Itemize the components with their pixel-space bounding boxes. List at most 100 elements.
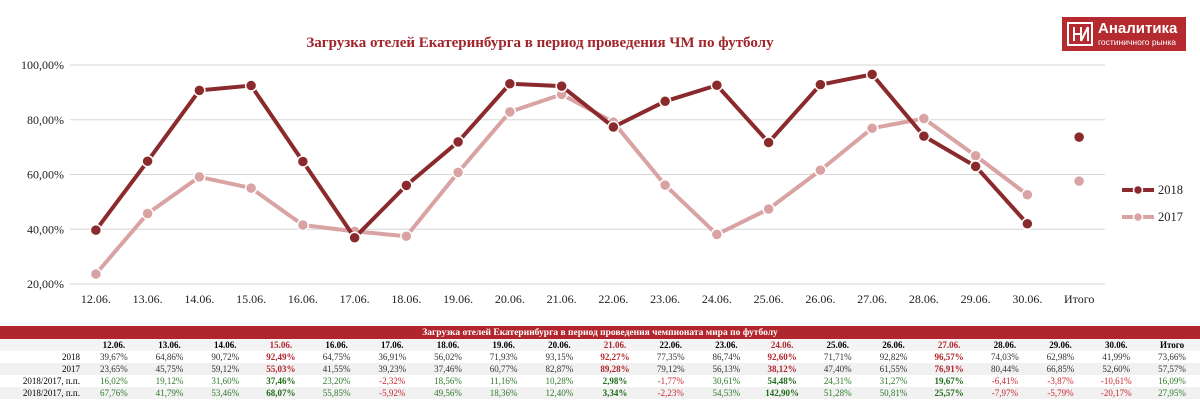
x-tick-label: 20.06.: [495, 292, 525, 306]
table-cell: 18,56%: [420, 375, 476, 387]
table-cell: -3,87%: [1032, 375, 1089, 387]
table-cell: 2,98%: [587, 375, 643, 387]
table-cell: -2,32%: [364, 375, 421, 387]
data-point-2017: [451, 166, 465, 179]
y-tick-label: 20,00%: [27, 277, 64, 291]
data-point-2017: [917, 112, 931, 125]
table-cell: 53,46%: [197, 387, 254, 399]
table-header-cell: 24.06.: [770, 340, 794, 350]
table-row-label: 2017: [0, 363, 86, 375]
table-cell: 24,31%: [809, 375, 866, 387]
data-point-2017: [969, 149, 982, 162]
data-point-2018: [400, 179, 413, 192]
table-cell: 37,46%: [420, 363, 476, 375]
table-header-cell: 15.06.: [269, 340, 293, 350]
table-cell: 37,46%: [253, 375, 309, 387]
data-point-2018: [917, 129, 931, 143]
table-header-cell: 28.06.: [993, 340, 1017, 350]
table-cell: -5,79%: [1032, 387, 1089, 399]
x-tick-label: 15.06.: [236, 292, 266, 306]
x-tick-label: 17.06.: [340, 292, 370, 306]
table-cell: 80,44%: [977, 363, 1033, 375]
table-cell: 79,12%: [642, 363, 699, 375]
table-row: 2017 23,65% 45,75% 59,12% 55,03% 41,55% 39,23%…: [0, 363, 1200, 375]
x-tick-label: 14.06.: [184, 292, 214, 306]
table-header-row: 12.06. 13.06. 14.06. 15.06. 16.06. 17.06. 18.0…: [0, 339, 1200, 351]
table-cell: 92,49%: [253, 351, 309, 363]
table-header-cell: 21.06.: [603, 340, 627, 350]
x-tick-label: 30.06.: [1012, 292, 1042, 306]
table-cell: -20,17%: [1088, 387, 1145, 399]
series-line-2017: [94, 92, 1029, 276]
table-cell: 92,60%: [754, 351, 810, 363]
data-point-2017: [141, 207, 154, 220]
table-header-cell: 12.06.: [102, 340, 126, 350]
table-cell: 16,09%: [1144, 375, 1200, 387]
logo-name: Аналитика: [1098, 20, 1178, 38]
table-header-cell: 27.06.: [937, 340, 961, 350]
data-point-2017: [296, 218, 310, 232]
data-point-2018: [296, 155, 310, 168]
table-cell: 64,75%: [308, 351, 365, 363]
table-header-cell: 20.06.: [548, 340, 571, 350]
table-cell: 16,02%: [86, 375, 142, 387]
logo-subtitle: гостиничного рынка: [1098, 37, 1176, 48]
table-cell: 27,95%: [1144, 387, 1200, 399]
table-header-cell: 13.06.: [158, 340, 181, 350]
table-cell: 50,81%: [865, 387, 922, 399]
table-header-cell: 17.06.: [381, 340, 404, 350]
x-tick-label: 25.06.: [754, 292, 784, 306]
table-cell: 55,85%: [308, 387, 365, 399]
table-cell: 25,57%: [921, 387, 977, 399]
table-cell: 49,56%: [420, 387, 476, 399]
table-cell: 62,98%: [1032, 351, 1089, 363]
x-tick-label: 12.06.: [81, 292, 111, 306]
table-header-cell: 26.06.: [882, 340, 905, 350]
data-point-2017: [1021, 188, 1034, 202]
y-tick-label: 60,00%: [27, 168, 64, 182]
data-point-2018: [503, 77, 517, 91]
data-point-2017: [658, 178, 672, 192]
table-cell: 77,35%: [642, 351, 699, 363]
legend-label-2018: 2018: [1158, 183, 1183, 197]
data-point-2018: [762, 136, 775, 149]
table-header-cell: 22.06.: [659, 340, 682, 350]
table-cell: 93,15%: [531, 351, 588, 363]
table-cell: 55,03%: [253, 363, 309, 375]
table-cell: 142,90%: [754, 387, 810, 399]
table-cell: 56,13%: [698, 363, 755, 375]
table-header-cell: 30.06.: [1104, 340, 1128, 350]
data-point-2017: [710, 228, 724, 241]
table-row: 2018 39,67% 64,86% 90,72% 92,49% 64,75% 36,91%…: [0, 351, 1200, 363]
table-cell: 51,28%: [809, 387, 866, 399]
table-cell: -10,61%: [1088, 375, 1145, 387]
data-point-2018: [244, 79, 258, 92]
x-tick-label: 29.06.: [961, 292, 991, 306]
table-cell: -6,41%: [977, 375, 1033, 387]
table-cell: 10,28%: [531, 375, 588, 387]
y-tick-label: 40,00%: [27, 222, 64, 236]
table-cell: 67,76%: [86, 387, 142, 399]
table-header-cell: 16.06.: [325, 340, 348, 350]
data-point-2018: [1021, 217, 1034, 231]
data-point-2017: [244, 181, 258, 195]
table-cell: 41,55%: [308, 363, 365, 375]
x-tick-label: 26.06.: [805, 292, 835, 306]
legend-marker-2018: [1132, 184, 1144, 196]
table-cell: 38,12%: [754, 363, 810, 375]
table-cell: 39,23%: [364, 363, 421, 375]
data-point-2018: [865, 68, 879, 81]
table-cell: 59,12%: [197, 363, 254, 375]
table-title: Загрузка отелей Екатеринбурга в период п…: [0, 326, 1200, 339]
table-cell: 52,60%: [1088, 363, 1145, 375]
table-header-cell: 29.06.: [1049, 340, 1072, 350]
table-cell: 73,66%: [1144, 351, 1200, 363]
table-row: 2018/2017, п.п. 16,02% 19,12% 31,60% 37,46% 2…: [0, 375, 1200, 387]
data-table: Загрузка отелей Екатеринбурга в период п…: [0, 326, 1200, 399]
table-cell: 31,60%: [197, 375, 254, 387]
table-cell: 18,36%: [475, 387, 532, 399]
x-tick-label: 21.06.: [547, 292, 577, 306]
table-header-cell: Итого: [1159, 340, 1185, 350]
x-tick-label: 28.06.: [909, 292, 939, 306]
table-cell: 56,02%: [420, 351, 476, 363]
